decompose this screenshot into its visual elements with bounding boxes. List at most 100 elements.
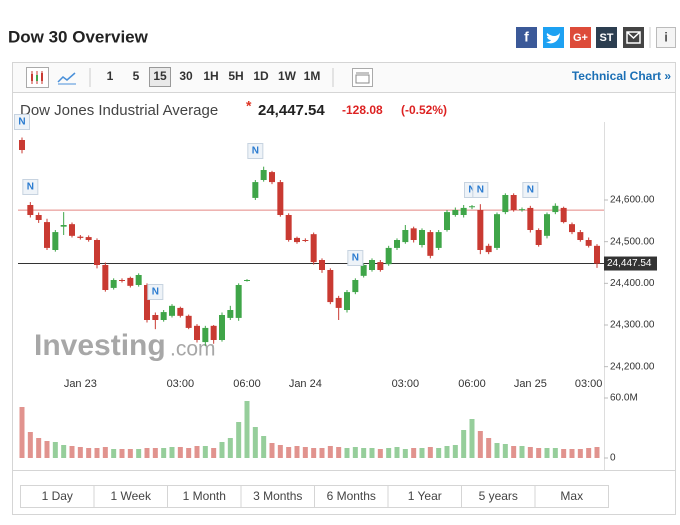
interval-button[interactable]: 5H — [228, 69, 243, 83]
interval-button[interactable]: 1D — [253, 69, 269, 83]
candle-body — [277, 182, 284, 215]
news-marker-label: N — [468, 185, 475, 196]
news-marker-label: N — [152, 287, 159, 298]
twitter-bird — [546, 33, 560, 44]
candle-body — [485, 245, 492, 253]
candle-body — [402, 230, 409, 243]
social-label[interactable]: f — [524, 29, 529, 45]
news-marker[interactable] — [347, 250, 364, 266]
interval-button[interactable]: 1 — [107, 69, 114, 83]
candle-body — [44, 222, 50, 248]
volume-bar — [227, 438, 233, 458]
volume-bar — [361, 448, 367, 458]
volume-bar — [569, 449, 575, 458]
volume-bar — [502, 444, 508, 458]
chart-frame — [12, 62, 676, 515]
interval-button[interactable]: 1H — [203, 69, 218, 83]
watermark-suffix: .com — [170, 338, 216, 361]
candle-body — [585, 240, 592, 246]
x-tick-label: Jan 25 — [514, 378, 547, 390]
volume-bar — [186, 448, 192, 458]
candle-body — [94, 240, 100, 265]
volume-bar — [369, 448, 375, 458]
news-marker[interactable] — [22, 179, 39, 195]
candle-body — [502, 195, 509, 213]
interval-button[interactable]: 5 — [133, 69, 140, 83]
range-button[interactable]: 3 Months — [253, 489, 302, 503]
volume-bar — [252, 427, 258, 458]
interval-button[interactable]: 30 — [179, 69, 193, 83]
candle-body — [35, 215, 42, 220]
volume-bar — [436, 448, 442, 458]
candle-body — [469, 206, 475, 208]
candle-body — [294, 237, 300, 243]
volume-bar — [469, 419, 475, 458]
interval-button[interactable]: 1M — [304, 69, 321, 83]
volume-bar — [477, 431, 483, 458]
calendar-icon — [355, 72, 370, 84]
volume-bar — [461, 430, 467, 458]
volume-bar — [411, 448, 417, 458]
volume-bar — [269, 443, 275, 458]
volume-bar — [194, 446, 200, 458]
range-button[interactable]: 1 Week — [111, 489, 152, 503]
volume-tick-label: 0 — [610, 453, 616, 464]
volume-bar — [536, 448, 542, 458]
range-button[interactable]: 5 years — [479, 489, 518, 503]
x-tick-label: 03:00 — [392, 378, 420, 390]
range-button[interactable]: 1 Year — [408, 489, 442, 503]
candle-body — [552, 205, 559, 213]
y-tick-label: 24,600.00 — [610, 195, 655, 206]
news-marker[interactable] — [14, 114, 30, 130]
social-label[interactable]: G+ — [573, 32, 588, 44]
volume-bar — [452, 445, 458, 458]
technical-chart-link[interactable]: Technical Chart » — [572, 69, 671, 83]
facebook-icon[interactable] — [516, 27, 537, 48]
volume-bar — [552, 448, 558, 458]
line-type-button[interactable] — [57, 72, 76, 83]
candle-body — [160, 312, 167, 320]
candle-body — [519, 209, 525, 211]
social-label[interactable]: i — [664, 29, 668, 44]
social-label[interactable]: ST — [599, 32, 613, 44]
news-marker-label: N — [18, 117, 25, 128]
news-marker[interactable] — [147, 284, 164, 300]
news-marker[interactable] — [472, 182, 489, 198]
toolbar — [12, 62, 676, 93]
candle-body — [244, 280, 250, 281]
candle-body — [60, 225, 67, 227]
candle-body — [285, 215, 292, 240]
range-button[interactable]: 1 Month — [183, 489, 226, 503]
y-tick-label: 24,500.00 — [610, 236, 655, 247]
volume-bar — [344, 448, 350, 458]
candle-body — [202, 327, 209, 343]
volume-bar — [377, 449, 383, 458]
news-marker[interactable] — [247, 143, 264, 159]
candle-body — [77, 236, 84, 238]
candle-icon-body — [31, 73, 43, 81]
stocktwits-icon[interactable] — [596, 27, 617, 48]
range-button[interactable]: 1 Day — [42, 489, 73, 503]
volume-bar — [77, 447, 83, 458]
volume-bar — [444, 446, 450, 458]
candle-body — [219, 315, 225, 340]
google-icon[interactable] — [570, 27, 591, 48]
candle-body — [577, 232, 584, 240]
range-button[interactable]: 6 Months — [327, 489, 376, 503]
news-marker[interactable] — [522, 182, 539, 198]
volume-bar — [36, 438, 42, 458]
range-button[interactable]: Max — [560, 489, 583, 503]
volume-bar — [561, 449, 567, 458]
candle-body — [210, 325, 217, 340]
volume-bar — [319, 448, 325, 458]
news-marker-label: N — [27, 182, 34, 193]
candle-body — [327, 270, 334, 303]
x-tick-label: Jan 24 — [289, 378, 322, 390]
interval-button[interactable]: 15 — [153, 69, 167, 83]
candle-body — [435, 232, 442, 248]
volume-bar — [127, 449, 133, 458]
candle-body — [227, 310, 234, 318]
candle-body — [444, 212, 450, 230]
info-icon[interactable] — [656, 27, 676, 48]
interval-button[interactable]: 1W — [278, 69, 297, 83]
